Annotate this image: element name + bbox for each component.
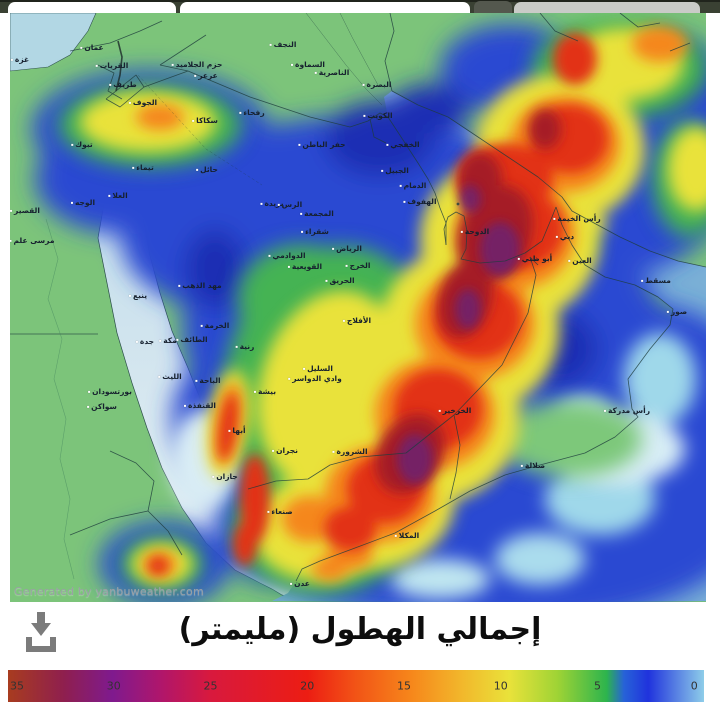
legend-tick: 30 — [106, 679, 121, 693]
legend-colorbar: 35 30 25 20 15 10 5 0 — [8, 670, 704, 702]
legend-tick: 10 — [493, 679, 508, 693]
heat-layer-purple — [397, 185, 520, 484]
download-icon — [26, 612, 56, 652]
map-title: إجمالي الهطول (مليمتر) — [178, 612, 542, 647]
browser-tab-2[interactable] — [180, 2, 470, 13]
legend-tick: 35 — [10, 679, 25, 693]
legend-tick: 20 — [300, 679, 315, 693]
browser-tab-bar — [0, 0, 720, 13]
tabbar-top-edge — [0, 0, 720, 2]
border-lines — [10, 13, 706, 582]
browser-tab-1[interactable] — [8, 2, 176, 13]
legend-tick: 0 — [690, 679, 698, 693]
precipitation-map: غزة عمان القريات طريف حزم الجلاميد عرعر رفحاء ا… — [10, 13, 706, 602]
browser-tab-3[interactable] — [514, 2, 700, 13]
watermark: Generated by yanbuweather.com — [14, 585, 204, 598]
legend-tick: 5 — [594, 679, 601, 693]
legend-tick: 25 — [203, 679, 218, 693]
browser-tab-handle[interactable] — [474, 1, 512, 13]
download-button[interactable] — [22, 610, 60, 658]
mediterranean-sea — [10, 13, 97, 72]
map-canvas — [10, 13, 706, 602]
legend-tick: 15 — [397, 679, 412, 693]
footer: إجمالي الهطول (مليمتر) 35 30 25 20 15 10 5 0 — [0, 602, 720, 712]
